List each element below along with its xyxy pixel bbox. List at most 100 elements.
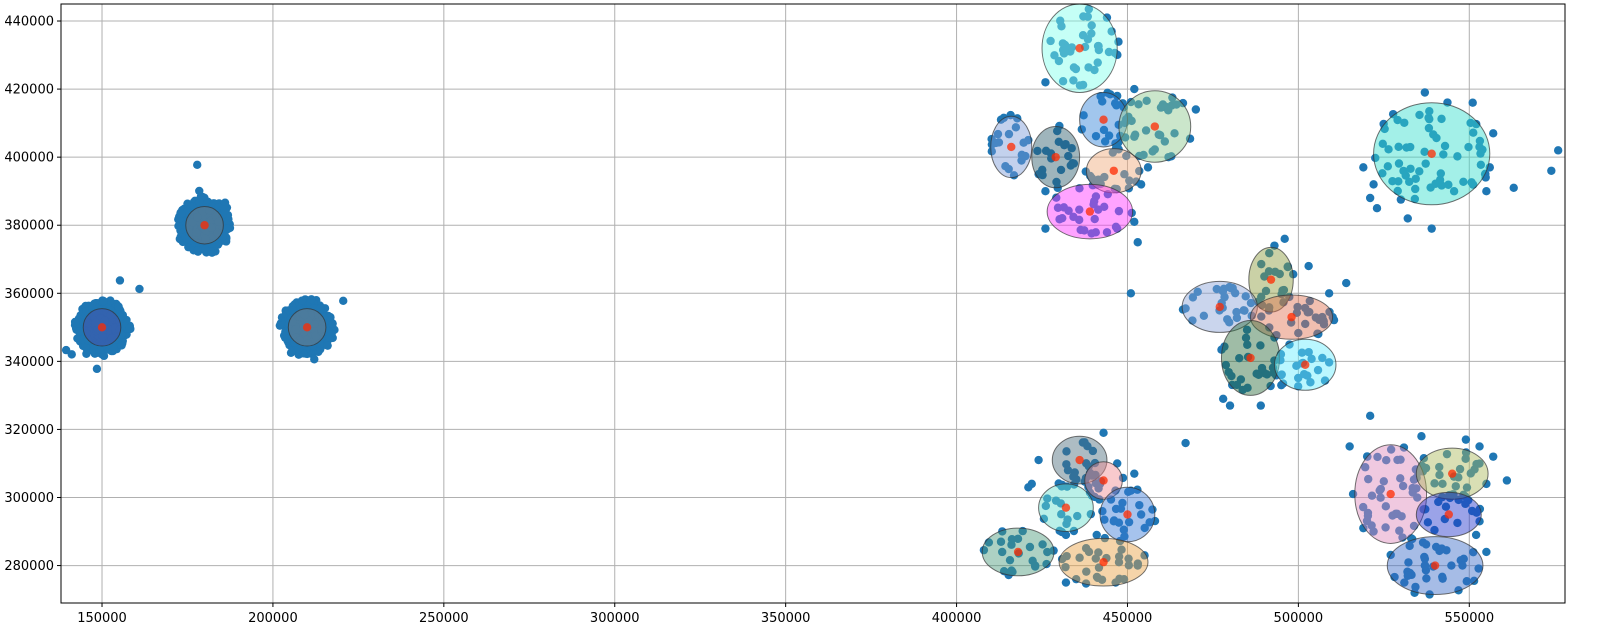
data-point (1106, 495, 1116, 504)
data-point (1081, 544, 1091, 553)
data-point (1462, 577, 1471, 586)
data-point (1459, 177, 1468, 187)
data-point (1509, 183, 1518, 192)
data-point (1257, 363, 1267, 373)
data-point (207, 248, 217, 257)
data-point (1469, 128, 1478, 137)
data-point (1141, 126, 1151, 135)
data-point (1293, 302, 1302, 312)
data-point (1073, 511, 1082, 521)
cluster-centroid (1109, 166, 1119, 175)
data-point (1013, 114, 1022, 123)
data-point (310, 355, 319, 364)
x-tick-label: 250000 (419, 611, 469, 626)
data-point (1091, 228, 1100, 237)
data-point (1046, 36, 1055, 46)
data-point (1420, 554, 1430, 563)
data-point (297, 296, 307, 305)
data-point (1124, 517, 1134, 527)
data-point (1112, 101, 1121, 110)
data-point (195, 186, 204, 196)
data-point (1405, 177, 1414, 186)
data-point (82, 349, 91, 358)
cluster-centroid (1246, 353, 1255, 363)
data-point (1436, 169, 1446, 178)
data-point (1396, 195, 1406, 204)
data-point (316, 324, 326, 334)
data-point (1403, 214, 1412, 223)
data-point (193, 245, 203, 255)
data-point (1318, 353, 1327, 363)
data-point (1025, 542, 1035, 552)
data-point (1376, 493, 1385, 502)
data-point (1471, 530, 1481, 540)
data-point (1127, 208, 1136, 218)
data-point (1148, 147, 1157, 156)
data-point (987, 140, 997, 149)
data-point (1041, 146, 1051, 156)
data-point (1239, 306, 1248, 315)
data-point (1241, 333, 1251, 343)
cluster-centroid (200, 221, 209, 230)
data-point (1054, 56, 1064, 66)
data-point (1388, 176, 1397, 186)
data-point (1430, 525, 1439, 535)
y-tick-label: 320000 (4, 423, 54, 438)
cluster-centroid (1444, 510, 1453, 519)
data-point (1143, 163, 1153, 172)
data-point (1324, 358, 1334, 367)
y-tick-label: 380000 (4, 219, 54, 234)
data-point (1435, 462, 1444, 472)
data-point (1084, 4, 1094, 14)
data-point (1474, 564, 1483, 573)
data-point (1413, 493, 1422, 502)
data-point (1063, 515, 1072, 524)
data-point (81, 342, 90, 352)
data-point (91, 318, 100, 327)
data-point (1188, 293, 1198, 302)
data-point (1091, 131, 1101, 141)
data-point (1378, 139, 1387, 149)
data-point (1489, 129, 1498, 138)
cluster-centroid (1448, 469, 1457, 478)
data-point (987, 147, 996, 156)
data-point (1373, 452, 1382, 462)
data-point (1005, 555, 1015, 565)
data-point (1365, 193, 1375, 203)
data-point (1114, 557, 1124, 567)
grid-lines (61, 4, 1565, 603)
data-point (1191, 105, 1201, 114)
data-point (1172, 100, 1181, 109)
data-point (193, 212, 202, 222)
data-point (1454, 586, 1463, 595)
data-point (1415, 167, 1424, 176)
data-point (1106, 90, 1115, 99)
data-point (1228, 380, 1237, 390)
data-point (1064, 151, 1073, 161)
data-point (1062, 447, 1071, 456)
data-point (213, 228, 222, 238)
x-tick-label: 550000 (1444, 611, 1494, 626)
data-point (1393, 186, 1402, 196)
data-point (1472, 459, 1481, 469)
data-point (1449, 187, 1459, 196)
data-point (220, 205, 230, 215)
data-point (1126, 97, 1136, 107)
data-point (1052, 193, 1061, 202)
data-point (1061, 562, 1070, 572)
data-point (1441, 502, 1451, 511)
data-point (997, 547, 1007, 557)
cluster-centroid (97, 323, 107, 332)
data-point (1243, 340, 1252, 349)
data-point (1468, 98, 1477, 107)
data-point (1069, 76, 1078, 85)
cluster-centroid (1013, 547, 1023, 557)
data-point (180, 220, 190, 230)
data-point (1430, 479, 1439, 488)
data-point (1004, 129, 1014, 139)
data-point (1199, 311, 1209, 321)
data-point (1220, 292, 1229, 302)
data-point (1451, 482, 1460, 491)
data-point (1313, 365, 1323, 375)
data-point (1345, 442, 1354, 451)
